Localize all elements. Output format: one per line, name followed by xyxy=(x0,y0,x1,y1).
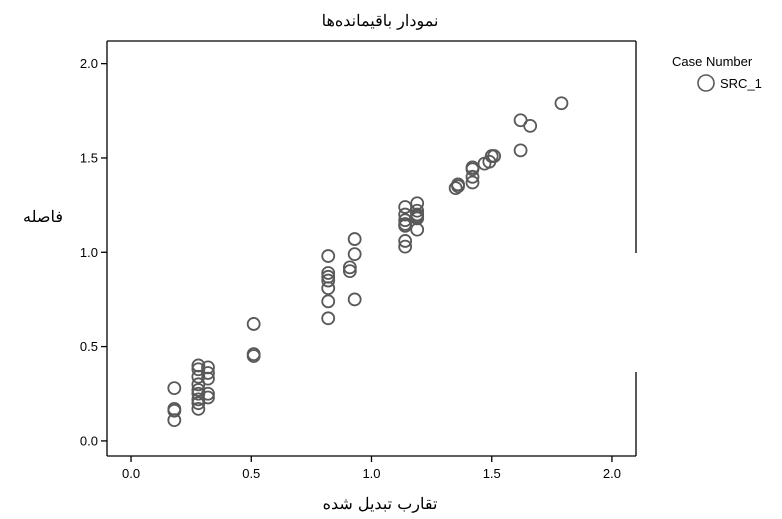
data-point xyxy=(398,200,413,214)
data-point xyxy=(465,175,480,190)
data-point xyxy=(201,386,215,401)
data-point xyxy=(523,118,538,133)
data-point xyxy=(191,401,206,416)
data-point xyxy=(321,311,336,326)
data-point xyxy=(487,149,502,163)
data-point xyxy=(201,371,215,386)
data-point xyxy=(321,273,336,288)
data-points xyxy=(167,96,569,428)
legend-title: Case Number xyxy=(672,54,753,69)
y-tick-label: 1.0 xyxy=(80,245,98,260)
x-tick-label: 2.0 xyxy=(603,466,621,481)
legend-label-src-1: SRC_1 xyxy=(720,76,762,91)
y-axis-title: فاصله xyxy=(23,207,63,226)
data-point xyxy=(347,232,362,246)
x-tick-label: 0.5 xyxy=(242,466,260,481)
legend: Case Number SRC_1 xyxy=(672,54,762,92)
legend-marker xyxy=(697,74,715,92)
data-point xyxy=(398,218,413,233)
x-axis-title: تقارب تبدیل شده xyxy=(323,494,438,513)
data-point xyxy=(410,203,425,218)
data-point xyxy=(398,239,413,254)
data-point xyxy=(321,266,336,280)
data-point xyxy=(347,247,362,262)
data-point xyxy=(347,292,362,307)
data-point xyxy=(465,162,480,177)
data-point xyxy=(321,294,336,309)
data-point xyxy=(321,249,336,263)
data-point xyxy=(201,390,215,405)
data-point xyxy=(554,96,569,111)
y-tick-label: 1.5 xyxy=(80,150,98,165)
data-point xyxy=(246,317,261,331)
data-point xyxy=(167,413,182,428)
x-tick-label: 1.0 xyxy=(362,466,380,481)
data-point xyxy=(410,222,425,237)
plot-frame xyxy=(106,40,637,457)
data-point xyxy=(465,169,480,184)
data-point xyxy=(167,381,182,395)
x-tick-label: 1.5 xyxy=(483,466,501,481)
data-point xyxy=(513,143,528,158)
chart-title: نمودار باقیمانده‌ها xyxy=(322,11,439,30)
data-point xyxy=(342,264,357,279)
y-tick-label: 0.0 xyxy=(80,433,98,448)
data-point xyxy=(201,366,215,380)
data-point xyxy=(342,260,357,275)
x-tick-label: 0.0 xyxy=(122,466,140,481)
data-point xyxy=(167,403,182,418)
data-point xyxy=(451,177,465,192)
x-axis-ticks: 0.0 0.5 1.0 1.5 2.0 xyxy=(122,456,621,481)
y-tick-label: 2.0 xyxy=(80,56,98,71)
data-point xyxy=(321,281,336,296)
y-tick-label: 0.5 xyxy=(80,339,98,354)
data-point xyxy=(398,234,413,248)
data-point xyxy=(246,349,261,363)
y-axis-ticks: 0.0 0.5 1.0 1.5 2.0 xyxy=(80,56,107,448)
